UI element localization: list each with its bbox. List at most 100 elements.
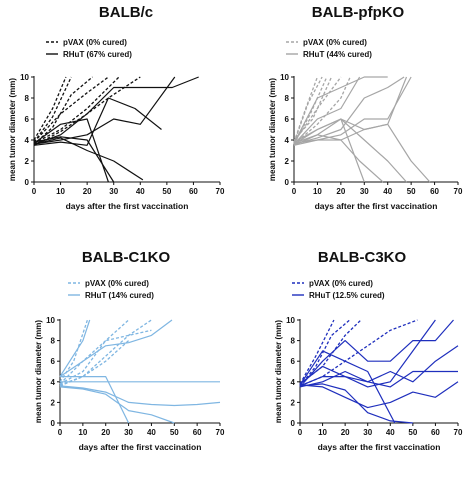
- x-tick-label: 60: [189, 187, 198, 196]
- y-tick-label: 2: [291, 398, 296, 407]
- x-axis-label: days after the first vaccination: [315, 201, 438, 211]
- series-line-rhut: [33, 97, 162, 146]
- x-tick-label: 0: [292, 187, 297, 196]
- y-axis-label: mean tumor diameter (mm): [8, 78, 17, 181]
- legend-label: pVAX (0% cured): [85, 279, 149, 288]
- x-tick-label: 70: [454, 428, 463, 437]
- x-tick-label: 10: [56, 187, 65, 196]
- series-line-rhut: [59, 386, 175, 424]
- x-tick-label: 60: [431, 428, 440, 437]
- legend-label: RHuT (67% cured): [63, 50, 132, 59]
- y-tick-label: 4: [25, 136, 30, 145]
- legend-label: RHuT (12.5% cured): [309, 291, 385, 300]
- y-tick-label: 4: [291, 378, 296, 387]
- y-tick-label: 0: [51, 419, 56, 428]
- y-tick-label: 8: [51, 337, 56, 346]
- x-tick-label: 50: [407, 187, 416, 196]
- x-tick-label: 0: [298, 428, 303, 437]
- y-tick-label: 2: [285, 157, 290, 166]
- legend-label: RHuT (44% cured): [303, 50, 372, 59]
- series-line-rhut: [293, 118, 407, 183]
- series-line-pvax: [59, 329, 152, 385]
- y-axis-label: mean tumor diameter (mm): [34, 320, 43, 423]
- series-line-rhut: [33, 76, 199, 145]
- x-tick-label: 20: [336, 187, 345, 196]
- x-tick-label: 20: [341, 428, 350, 437]
- series-line-pvax: [33, 76, 120, 144]
- y-tick-label: 0: [25, 178, 30, 187]
- chart-panel-2: BALB-pfpKO pVAX (0% cured) RHuT (44% cured…: [268, 4, 463, 211]
- series-line-pvax: [59, 340, 130, 387]
- y-tick-label: 10: [286, 316, 295, 325]
- series-line-pvax: [293, 76, 323, 144]
- x-tick-label: 70: [216, 428, 225, 437]
- legend-label: pVAX (0% cured): [303, 38, 367, 47]
- x-tick-label: 30: [109, 187, 118, 196]
- chart-title: BALB-C3KO: [318, 249, 407, 266]
- series-line-rhut: [299, 319, 436, 388]
- series-line-rhut: [299, 319, 454, 388]
- series-line-rhut: [299, 383, 413, 424]
- y-tick-label: 0: [285, 178, 290, 187]
- series-line-pvax: [299, 319, 335, 385]
- y-tick-label: 10: [20, 73, 29, 82]
- series-line-rhut: [293, 123, 431, 183]
- series-line-rhut: [293, 76, 405, 145]
- x-tick-label: 70: [454, 187, 463, 196]
- y-axis-label: mean tumor diameter (mm): [274, 320, 283, 423]
- series-line-pvax: [33, 76, 67, 141]
- series-line-pvax: [59, 319, 152, 386]
- series-line-pvax: [33, 76, 93, 145]
- x-tick-label: 50: [170, 428, 179, 437]
- x-tick-label: 20: [101, 428, 110, 437]
- series-line-pvax: [293, 76, 351, 145]
- x-tick-label: 40: [383, 187, 392, 196]
- y-tick-label: 4: [51, 378, 56, 387]
- x-tick-label: 10: [318, 428, 327, 437]
- series-line-rhut: [299, 345, 459, 388]
- series-line-rhut: [299, 370, 458, 388]
- y-tick-label: 6: [25, 115, 30, 124]
- x-axis-label: days after the first vaccination: [66, 201, 189, 211]
- y-tick-label: 10: [46, 316, 55, 325]
- series-line-rhut: [33, 76, 176, 145]
- series-line-pvax: [293, 76, 328, 145]
- x-tick-label: 50: [408, 428, 417, 437]
- y-tick-label: 2: [25, 157, 30, 166]
- legend-label: pVAX (0% cured): [63, 38, 127, 47]
- x-tick-label: 60: [193, 428, 202, 437]
- series-line-pvax: [33, 76, 109, 143]
- series-line-rhut: [299, 350, 396, 424]
- x-tick-label: 60: [430, 187, 439, 196]
- series-line-pvax: [59, 319, 130, 385]
- y-tick-label: 4: [285, 136, 290, 145]
- series-line-rhut: [293, 76, 408, 144]
- y-tick-label: 10: [280, 73, 289, 82]
- chart-title: BALB-C1KO: [82, 249, 171, 266]
- x-axis-label: days after the first vaccination: [318, 442, 441, 452]
- x-tick-label: 0: [58, 428, 63, 437]
- series-line-rhut: [293, 76, 388, 144]
- x-axis-label: days after the first vaccination: [79, 442, 202, 452]
- y-tick-label: 6: [51, 357, 56, 366]
- x-tick-label: 40: [147, 428, 156, 437]
- x-tick-label: 10: [313, 187, 322, 196]
- x-tick-label: 20: [83, 187, 92, 196]
- x-tick-label: 30: [124, 428, 133, 437]
- x-tick-label: 40: [386, 428, 395, 437]
- series-line-rhut: [59, 319, 91, 377]
- chart-title: BALB-pfpKO: [312, 4, 405, 21]
- y-axis-label: mean tumor diameter (mm): [268, 78, 277, 181]
- y-tick-label: 6: [291, 357, 296, 366]
- chart-panel-4: BALB-C3KO pVAX (0% cured) RHuT (12.5% cure…: [274, 249, 463, 452]
- x-tick-label: 0: [32, 187, 37, 196]
- series-line-pvax: [33, 76, 72, 143]
- chart-panel-1: BALB/c pVAX (0% cured) RHuT (67% cured) 0 2 4…: [8, 4, 225, 211]
- series-line-pvax: [293, 76, 342, 143]
- y-tick-label: 8: [285, 94, 290, 103]
- x-tick-label: 10: [78, 428, 87, 437]
- legend-label: RHuT (14% cured): [85, 291, 154, 300]
- x-tick-label: 30: [363, 428, 372, 437]
- series-line-rhut: [293, 76, 361, 145]
